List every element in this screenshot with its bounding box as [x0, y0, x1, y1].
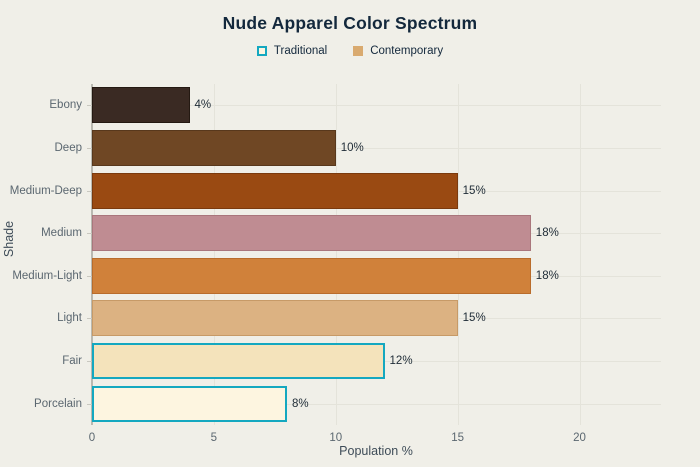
x-tick-label: 15 — [451, 432, 465, 444]
category-label-medium-light: Medium-Light — [12, 269, 82, 282]
y-tick — [87, 318, 92, 320]
value-label: 4% — [194, 99, 212, 112]
legend: Traditional Contemporary — [0, 45, 700, 57]
value-label: 18% — [535, 269, 559, 282]
value-label: 12% — [389, 355, 413, 368]
y-tick — [87, 105, 92, 107]
x-gridline — [457, 84, 459, 425]
bar-medium-deep[interactable] — [92, 172, 458, 209]
contemporary-swatch-icon — [353, 46, 364, 56]
y-gridline — [93, 105, 661, 107]
y-tick — [87, 147, 92, 149]
category-label-deep: Deep — [54, 141, 83, 154]
x-tick-label: 20 — [573, 432, 586, 444]
traditional-swatch-icon — [256, 46, 267, 56]
legend-label-contemporary: Contemporary — [370, 45, 444, 57]
value-label: 15% — [462, 312, 486, 325]
x-gridline — [579, 84, 581, 425]
y-tick — [87, 275, 92, 277]
category-label-light: Light — [57, 312, 82, 325]
x-axis-title: Population % — [339, 444, 413, 458]
category-label-medium: Medium — [41, 227, 82, 240]
bar-medium[interactable] — [92, 215, 531, 252]
x-gridline — [335, 84, 337, 425]
bar-light[interactable] — [92, 300, 458, 337]
plot-area: 0 5 10 15 20 Ebony 4% Deep 10% Medium-Deep 15% Medi… — [10, 84, 661, 444]
category-label-medium-deep: Medium-Deep — [9, 184, 82, 197]
y-tick — [87, 361, 92, 363]
y-tick — [87, 233, 92, 235]
bar-fair[interactable] — [92, 343, 385, 380]
x-tick-label: 5 — [210, 432, 218, 444]
bar-ebony[interactable] — [92, 87, 190, 124]
bar-porcelain[interactable] — [92, 385, 288, 422]
legend-item-contemporary[interactable]: Contemporary — [353, 45, 443, 57]
y-tick — [87, 403, 92, 405]
legend-item-traditional[interactable]: Traditional — [256, 45, 328, 57]
bar-medium-light[interactable] — [92, 257, 531, 294]
value-label: 18% — [535, 227, 559, 240]
x-gridline — [213, 84, 215, 425]
y-gridline — [93, 147, 661, 149]
value-label: 8% — [292, 397, 309, 410]
value-label: 10% — [340, 141, 364, 154]
x-tick-label: 10 — [329, 432, 343, 444]
value-label: 15% — [462, 184, 486, 197]
legend-label-traditional: Traditional — [273, 45, 328, 57]
x-tick-label: 0 — [88, 432, 96, 444]
chart-title: Nude Apparel Color Spectrum — [222, 13, 478, 33]
bar-deep[interactable] — [92, 129, 336, 166]
y-gridline — [93, 403, 661, 405]
category-label-ebony: Ebony — [49, 99, 82, 112]
category-label-fair: Fair — [62, 355, 82, 368]
y-axis-line — [91, 84, 93, 425]
y-tick — [87, 190, 92, 192]
category-label-porcelain: Porcelain — [34, 397, 82, 410]
